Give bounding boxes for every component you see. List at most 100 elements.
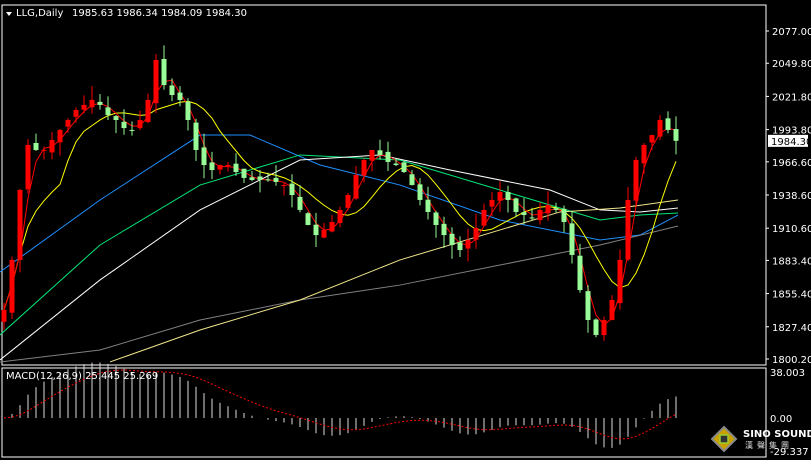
candles — [1, 45, 679, 341]
candle-body — [377, 150, 383, 155]
price-axis: 2077.00 2049.80 2021.80 1993.80 1966.60 1938.… — [766, 27, 811, 366]
macd-label: MACD(12,26,9) 25.445 25.269 — [6, 371, 158, 382]
candle-body — [329, 222, 335, 232]
candle-body — [321, 229, 327, 238]
sino-sound-logo: SINO SOUND 漢聲集團 — [710, 425, 811, 453]
candle-body — [433, 212, 439, 225]
candle-body — [129, 129, 135, 131]
candle-body — [609, 299, 615, 320]
candle-body — [601, 320, 607, 336]
candle-body — [417, 184, 423, 200]
candle-body — [57, 129, 63, 143]
y-tick-label: 1855.40 — [772, 290, 811, 301]
candle-body — [585, 291, 591, 321]
candle-body — [113, 116, 119, 120]
candle-body — [457, 242, 463, 250]
candle-body — [81, 104, 87, 110]
candle-body — [633, 160, 639, 201]
red-ma-line — [3, 79, 677, 326]
symbol-label: LLG,Daily — [16, 8, 63, 19]
main-panel-frame — [1, 4, 767, 366]
candle-body — [569, 223, 575, 255]
macd-axis-top: 38.003 — [770, 368, 805, 379]
candle-body — [465, 240, 471, 249]
candle-body — [297, 196, 303, 210]
candle-body — [337, 209, 343, 224]
blue-ma-line — [0, 134, 679, 273]
white-ma-line — [0, 154, 679, 361]
candle-body — [617, 259, 623, 304]
candle-body — [513, 198, 519, 212]
candle-body — [345, 195, 351, 208]
candle-body — [649, 135, 655, 143]
candle-body — [505, 192, 511, 200]
candle-body — [241, 168, 247, 178]
candle-body — [449, 233, 455, 246]
candle-body — [225, 165, 231, 167]
candle-body — [361, 160, 367, 176]
candle-body — [97, 101, 103, 105]
candle-body — [217, 165, 223, 170]
candle-body — [73, 110, 79, 117]
macd-signal-line — [3, 369, 677, 440]
candle-body — [1, 309, 7, 322]
candle-body — [249, 177, 255, 180]
candle-body — [305, 213, 311, 225]
candle-body — [665, 118, 671, 130]
candle-body — [473, 227, 479, 240]
candle-body — [137, 119, 143, 129]
gray-ma-line — [0, 225, 679, 363]
candle-body — [369, 149, 375, 161]
candle-body — [353, 174, 359, 199]
candle-body — [169, 85, 175, 95]
khaki-ma-line — [109, 199, 679, 363]
candle-body — [401, 162, 407, 173]
candle-body — [593, 319, 599, 335]
candle-body — [177, 92, 183, 100]
candle-body — [393, 163, 399, 166]
candle-body — [409, 174, 415, 186]
candle-body — [33, 142, 39, 150]
candle-body — [521, 212, 527, 216]
candle-body — [25, 144, 31, 190]
candle-body — [273, 177, 279, 182]
candle-body — [313, 224, 319, 236]
candle-body — [625, 199, 631, 260]
candle-body — [233, 163, 239, 173]
candle-body — [153, 60, 159, 104]
candle-body — [105, 107, 111, 116]
candle-body — [441, 223, 447, 236]
candle-body — [481, 209, 487, 226]
candle-body — [49, 140, 55, 153]
collapse-triangle-icon[interactable] — [6, 12, 12, 16]
candle-body — [537, 209, 543, 221]
candle-body — [281, 185, 287, 187]
candle-body — [385, 151, 391, 162]
candle-body — [553, 208, 559, 210]
y-tick-label: 1966.60 — [772, 158, 811, 169]
candle-body — [529, 217, 535, 219]
y-tick-label: 2021.80 — [772, 92, 811, 103]
candle-body — [193, 122, 199, 150]
y-tick-label: 2049.80 — [772, 59, 811, 70]
candle-body — [145, 99, 151, 122]
candle-body — [41, 149, 47, 151]
candle-body — [577, 255, 583, 291]
candle-body — [425, 199, 431, 212]
candle-body — [17, 190, 23, 260]
candle-body — [89, 99, 95, 108]
candle-body — [161, 58, 167, 86]
candle-body — [257, 176, 263, 180]
candle-body — [265, 179, 271, 181]
y-tick-label: 1910.60 — [772, 224, 811, 235]
macd-indicator — [3, 362, 677, 448]
macd-axis-zero: 0.00 — [770, 414, 792, 425]
candle-body — [641, 144, 647, 164]
candle-body — [289, 183, 295, 195]
candle-body — [657, 119, 663, 137]
yellow-ma-line — [3, 100, 677, 311]
candle-body — [561, 208, 567, 223]
y-tick-label: 1800.20 — [772, 355, 811, 366]
candle-body — [497, 192, 503, 201]
